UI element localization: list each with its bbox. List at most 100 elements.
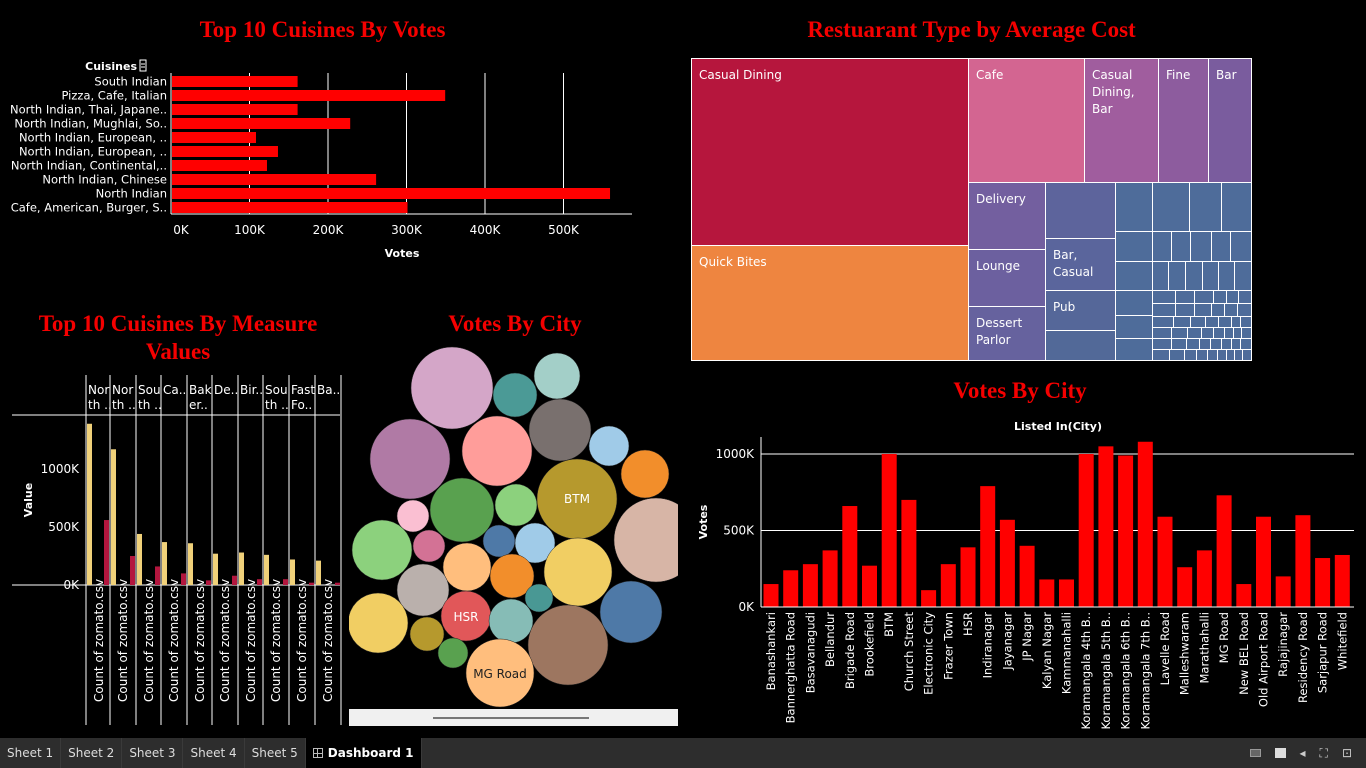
treemap-cell-small[interactable]: [1194, 303, 1212, 317]
treemap-cell-small[interactable]: [1211, 303, 1225, 317]
city-bar[interactable]: [1236, 584, 1252, 607]
measure-bar[interactable]: [316, 560, 321, 585]
treemap-cell-small[interactable]: [1237, 303, 1252, 317]
city-bar[interactable]: [999, 519, 1015, 607]
city-bar[interactable]: [1059, 579, 1074, 607]
city-bubble[interactable]: [620, 449, 670, 499]
city-bubble[interactable]: [492, 372, 538, 418]
treemap-cell-small[interactable]: [1194, 290, 1214, 304]
cuisine-bar[interactable]: [172, 202, 408, 213]
treemap-cell-small[interactable]: [1168, 261, 1186, 291]
city-bubble[interactable]: [533, 352, 581, 400]
measure-bar[interactable]: [309, 582, 314, 585]
treemap-cell-small[interactable]: [1242, 349, 1252, 361]
city-bubble[interactable]: [351, 519, 413, 581]
tab-sheet-2[interactable]: Sheet 2: [61, 738, 123, 768]
treemap-cell-small[interactable]: [1175, 290, 1195, 304]
measure-bar[interactable]: [87, 423, 92, 585]
cuisine-bar[interactable]: [172, 146, 278, 157]
city-bubble[interactable]: [599, 580, 663, 644]
treemap-cell-small[interactable]: [1175, 303, 1195, 317]
treemap-cell-small[interactable]: [1152, 290, 1176, 304]
city-bar[interactable]: [1295, 515, 1311, 607]
measure-bar[interactable]: [335, 582, 340, 585]
city-bubble[interactable]: [489, 553, 535, 599]
cuisine-bar[interactable]: [172, 76, 298, 87]
city-bar[interactable]: [1315, 558, 1331, 607]
cuisine-bar[interactable]: [172, 188, 611, 199]
treemap-cell-small[interactable]: [1152, 303, 1176, 317]
treemap-cell-small[interactable]: [1115, 182, 1153, 232]
treemap-cell-small[interactable]: [1238, 290, 1252, 304]
city-bubble[interactable]: [494, 483, 538, 527]
treemap-cell-small[interactable]: [1221, 182, 1252, 232]
treemap-cell-small[interactable]: [1115, 290, 1153, 316]
treemap-cell-bar[interactable]: Bar: [1208, 58, 1252, 183]
treemap-cell-small[interactable]: [1115, 338, 1153, 361]
treemap-cell-small[interactable]: [1202, 261, 1219, 291]
treemap-cell-small[interactable]: [1224, 303, 1238, 317]
city-bubble[interactable]: [527, 604, 609, 686]
city-bubble[interactable]: [514, 522, 556, 564]
measure-bar[interactable]: [264, 554, 269, 585]
city-bubble[interactable]: [543, 537, 613, 607]
city-bar[interactable]: [1019, 545, 1035, 607]
city-bar[interactable]: [763, 584, 779, 607]
city-bubble[interactable]: [437, 637, 469, 669]
city-bubble[interactable]: [461, 415, 533, 487]
treemap-cell-small[interactable]: [1171, 231, 1191, 262]
city-bar[interactable]: [1039, 579, 1055, 607]
measure-bar[interactable]: [239, 552, 244, 585]
funnel-icon[interactable]: [139, 59, 147, 72]
treemap-cell-quick-bites[interactable]: Quick Bites: [691, 245, 969, 361]
back-icon[interactable]: ◂: [1299, 746, 1306, 760]
city-bar[interactable]: [921, 590, 937, 607]
treemap-cell-pub[interactable]: Pub: [1045, 290, 1116, 331]
cuisine-bar[interactable]: [172, 132, 256, 143]
treemap-cell-small[interactable]: [1189, 182, 1222, 232]
city-bar[interactable]: [862, 565, 877, 607]
tab-sheet-5[interactable]: Sheet 5: [245, 738, 306, 768]
city-bar[interactable]: [960, 547, 976, 607]
cuisine-bar[interactable]: [172, 118, 351, 129]
measure-bar[interactable]: [232, 575, 237, 585]
treemap-cell-small[interactable]: [1190, 231, 1212, 262]
city-bubble[interactable]: [442, 542, 492, 592]
treemap-cell-dessert-parlor[interactable]: Dessert Parlor: [968, 306, 1046, 361]
city-bubble[interactable]: [409, 616, 445, 652]
treemap-cell-misc[interactable]: [1045, 182, 1116, 239]
city-bar[interactable]: [1275, 576, 1291, 607]
horizontal-scrollbar[interactable]: [349, 709, 678, 726]
city-bubble[interactable]: [412, 529, 446, 563]
votes-by-city-bubbles[interactable]: BTM HSR MG Road: [349, 340, 678, 709]
city-bar[interactable]: [1334, 554, 1350, 607]
city-bar[interactable]: [842, 506, 858, 607]
city-bar[interactable]: [1078, 454, 1094, 607]
tab-sheet-1[interactable]: Sheet 1: [0, 738, 62, 768]
treemap-cell-small[interactable]: [1211, 231, 1231, 262]
city-bubble[interactable]: [528, 398, 592, 462]
measure-bar[interactable]: [181, 573, 186, 585]
measure-bar[interactable]: [162, 542, 167, 585]
city-bar[interactable]: [783, 570, 799, 607]
treemap-cell-small[interactable]: [1152, 182, 1190, 232]
measure-bar[interactable]: [206, 580, 211, 585]
treemap-cell-small[interactable]: [1115, 261, 1153, 291]
city-bar[interactable]: [1137, 441, 1153, 607]
tab-sheet-4[interactable]: Sheet 4: [183, 738, 245, 768]
treemap-cell-cafe[interactable]: Cafe: [968, 58, 1085, 183]
treemap-cell-small[interactable]: [1185, 261, 1203, 291]
city-bar[interactable]: [881, 454, 897, 607]
city-bubble[interactable]: [613, 497, 678, 583]
city-bar[interactable]: [1118, 455, 1134, 607]
cuisine-bar[interactable]: [172, 104, 298, 115]
treemap-cell-small[interactable]: [1152, 231, 1172, 262]
treemap-cell-small[interactable]: [1213, 290, 1227, 304]
treemap-cell-fine[interactable]: Fine: [1158, 58, 1209, 183]
treemap-cell-small[interactable]: [1152, 261, 1169, 291]
city-bubble[interactable]: [369, 418, 451, 500]
measure-bar[interactable]: [137, 533, 142, 585]
measure-bar[interactable]: [104, 520, 109, 585]
